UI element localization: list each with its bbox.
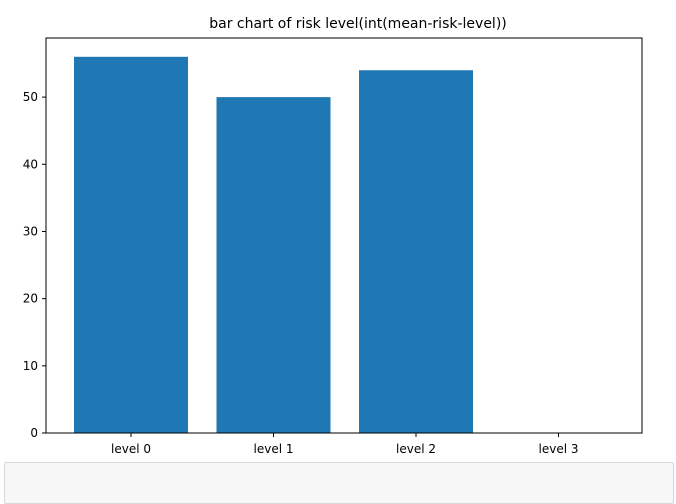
y-tick-label: 30 — [23, 224, 38, 238]
bars-group — [74, 56, 473, 434]
y-tick-label: 40 — [23, 157, 38, 171]
x-axis: level 0 level 1 level 2 level 3 — [111, 433, 578, 456]
bar-level-2 — [359, 70, 473, 433]
bar-level-0 — [74, 56, 188, 434]
plot-frame — [45, 37, 643, 434]
output-area-divider — [4, 462, 674, 504]
bar-chart: bar chart of risk level(int(mean-risk-le… — [23, 16, 643, 456]
x-tick-label: level 3 — [539, 442, 579, 456]
x-tick-label: level 0 — [111, 442, 151, 456]
y-tick-label: 10 — [23, 359, 38, 373]
bar-level-1 — [216, 97, 331, 433]
y-tick-label: 50 — [23, 90, 38, 104]
y-tick-label: 0 — [30, 426, 38, 440]
y-tick-label: 20 — [23, 292, 38, 306]
x-tick-label: level 1 — [254, 442, 294, 456]
chart-title: bar chart of risk level(int(mean-risk-le… — [209, 16, 507, 32]
x-tick-label: level 2 — [396, 442, 436, 456]
y-axis: 0 10 20 30 40 50 — [23, 90, 46, 440]
